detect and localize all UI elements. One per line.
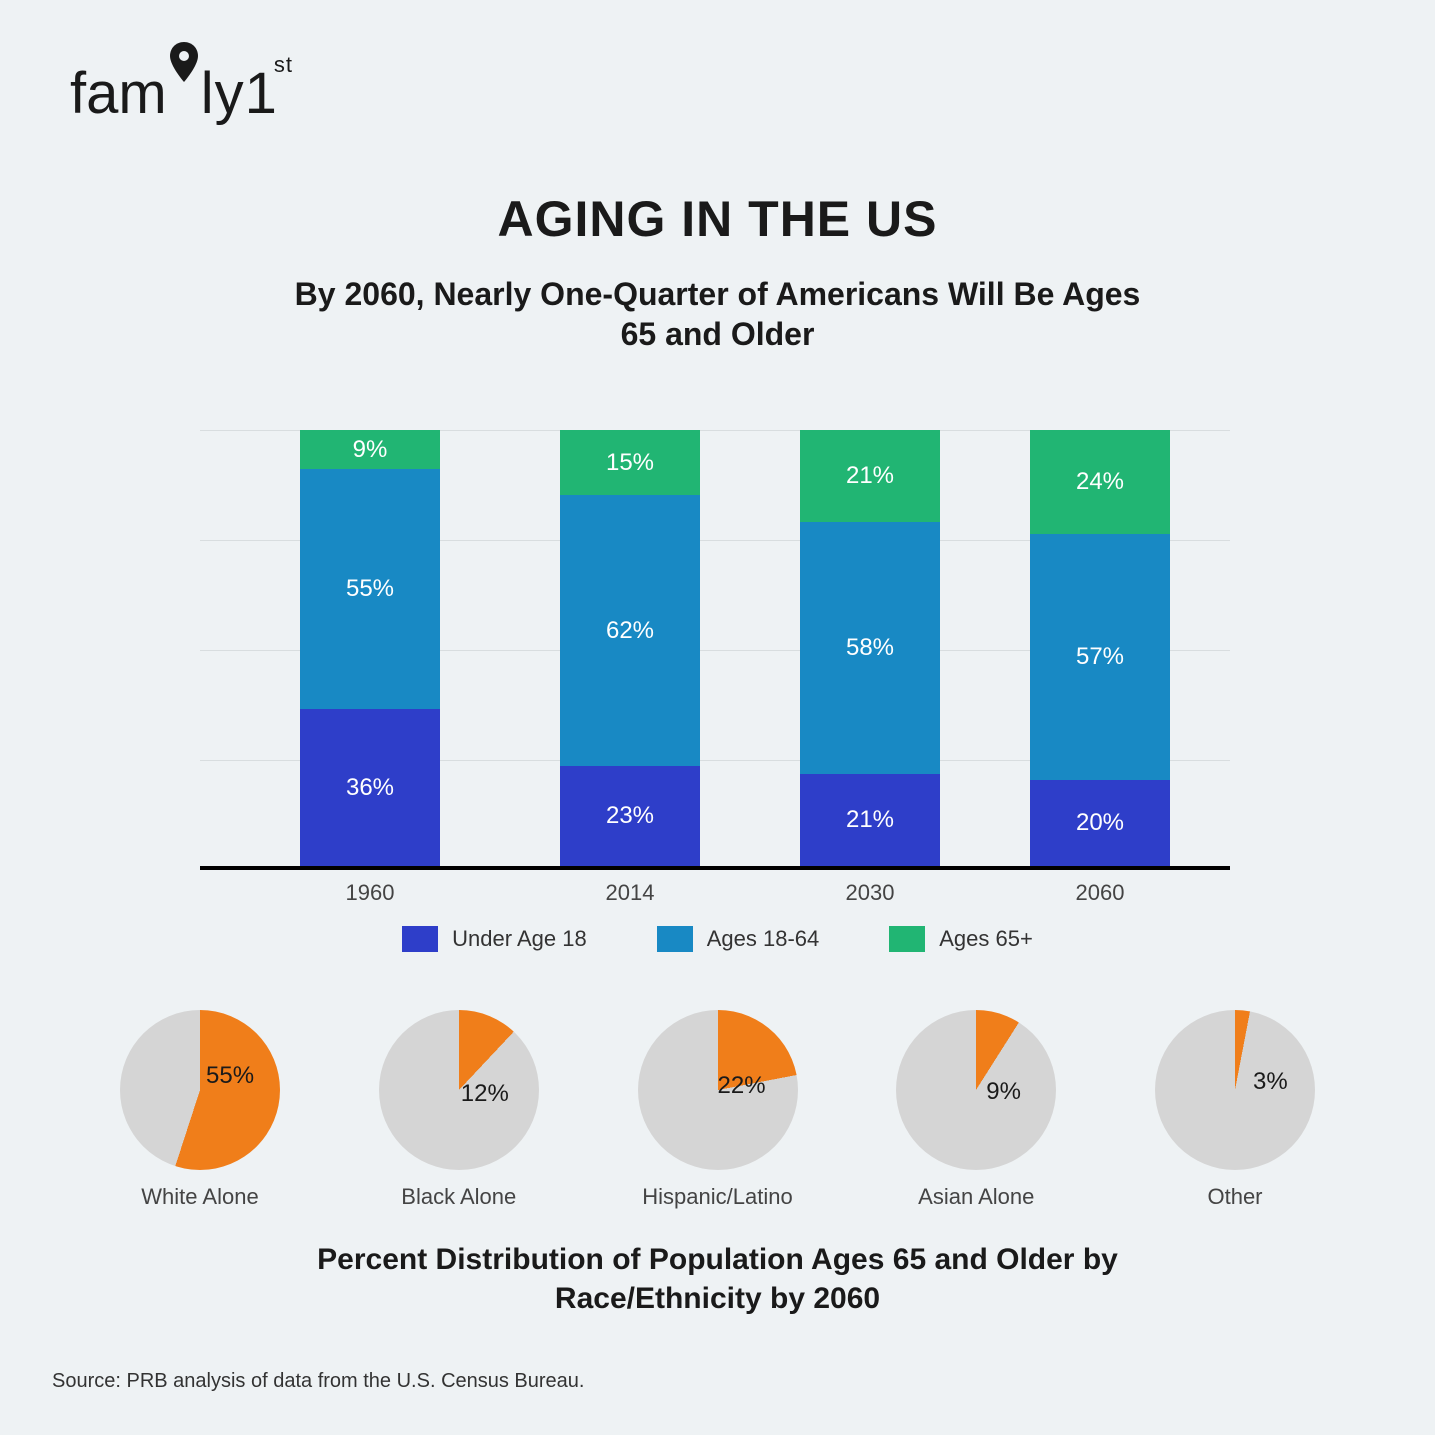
pie-caption: Hispanic/Latino: [642, 1184, 792, 1210]
stacked-bar-chart: 9%55%36% 15%62%23% 21%58%21% 24%57%20%: [200, 430, 1230, 870]
legend-swatch: [657, 926, 693, 952]
legend-item: Under Age 18: [402, 926, 587, 952]
bar-segment: 15%: [560, 430, 700, 495]
bar-segment: 20%: [1030, 780, 1170, 866]
bar-segment: 36%: [300, 709, 440, 866]
bar-segment: 62%: [560, 495, 700, 765]
legend-swatch: [889, 926, 925, 952]
pie-slice: 3%: [1155, 1010, 1315, 1170]
bar-segment: 58%: [800, 522, 940, 775]
subtitle-line1: By 2060, Nearly One-Quarter of Americans…: [295, 276, 1141, 312]
chart-subtitle: By 2060, Nearly One-Quarter of Americans…: [0, 274, 1435, 354]
bar-segment: 55%: [300, 469, 440, 709]
x-axis-label: 2014: [560, 880, 700, 906]
brand-logo: famly1st: [70, 60, 297, 134]
bar-1960: 9%55%36%: [300, 430, 440, 866]
pie-caption: Asian Alone: [918, 1184, 1034, 1210]
pie-section-title: Percent Distribution of Population Ages …: [0, 1240, 1435, 1318]
legend-label: Ages 65+: [939, 926, 1033, 952]
pie-slice: 22%: [638, 1010, 798, 1170]
bar-2014: 15%62%23%: [560, 430, 700, 866]
bar-segment: 9%: [300, 430, 440, 469]
pie-chart: 9% Asian Alone: [866, 1010, 1086, 1210]
bar-segment: 24%: [1030, 430, 1170, 534]
pie-slice: 12%: [379, 1010, 539, 1170]
map-pin-icon: [169, 42, 199, 116]
source-attribution: Source: PRB analysis of data from the U.…: [52, 1370, 584, 1393]
pie-chart: 3% Other: [1125, 1010, 1345, 1210]
pie-slice: 9%: [896, 1010, 1056, 1170]
bar-segment: 21%: [800, 430, 940, 522]
logo-text-left: fam: [70, 61, 167, 126]
legend-item: Ages 65+: [889, 926, 1033, 952]
pie-slice: 55%: [120, 1010, 280, 1170]
pie-caption: Other: [1207, 1184, 1262, 1210]
bar-segment: 23%: [560, 766, 700, 866]
legend-label: Ages 18-64: [707, 926, 820, 952]
logo-text: famly1st: [70, 60, 297, 134]
legend-swatch: [402, 926, 438, 952]
x-axis-label: 2060: [1030, 880, 1170, 906]
x-axis-labels: 1960 2014 2030 2060: [200, 880, 1230, 910]
pie-chart: 22% Hispanic/Latino: [608, 1010, 828, 1210]
pie-charts-row: 55% White Alone 12% Black Alone 22% Hispanic/…: [90, 1010, 1345, 1210]
bar-segment: 57%: [1030, 534, 1170, 780]
pie-value-label: 12%: [461, 1080, 509, 1108]
pie-chart: 12% Black Alone: [349, 1010, 569, 1210]
bottom-title-line2: Race/Ethnicity by 2060: [555, 1282, 880, 1315]
logo-sup: st: [274, 52, 293, 77]
page-title: AGING IN THE US: [0, 190, 1435, 248]
x-axis-line: [200, 866, 1230, 870]
x-axis-label: 1960: [300, 880, 440, 906]
chart-legend: Under Age 18 Ages 18-64 Ages 65+: [0, 926, 1435, 952]
pie-chart: 55% White Alone: [90, 1010, 310, 1210]
bar-segment: 21%: [800, 774, 940, 866]
pie-caption: Black Alone: [401, 1184, 516, 1210]
pie-value-label: 9%: [986, 1078, 1021, 1106]
bottom-title-line1: Percent Distribution of Population Ages …: [317, 1243, 1118, 1276]
logo-text-right: ly1: [201, 61, 278, 126]
legend-label: Under Age 18: [452, 926, 587, 952]
pie-caption: White Alone: [141, 1184, 258, 1210]
pie-value-label: 22%: [718, 1072, 766, 1100]
pie-value-label: 3%: [1253, 1068, 1288, 1096]
pie-value-label: 55%: [206, 1062, 254, 1090]
subtitle-line2: 65 and Older: [621, 316, 815, 352]
legend-item: Ages 18-64: [657, 926, 820, 952]
bar-2060: 24%57%20%: [1030, 430, 1170, 866]
x-axis-label: 2030: [800, 880, 940, 906]
bar-2030: 21%58%21%: [800, 430, 940, 866]
